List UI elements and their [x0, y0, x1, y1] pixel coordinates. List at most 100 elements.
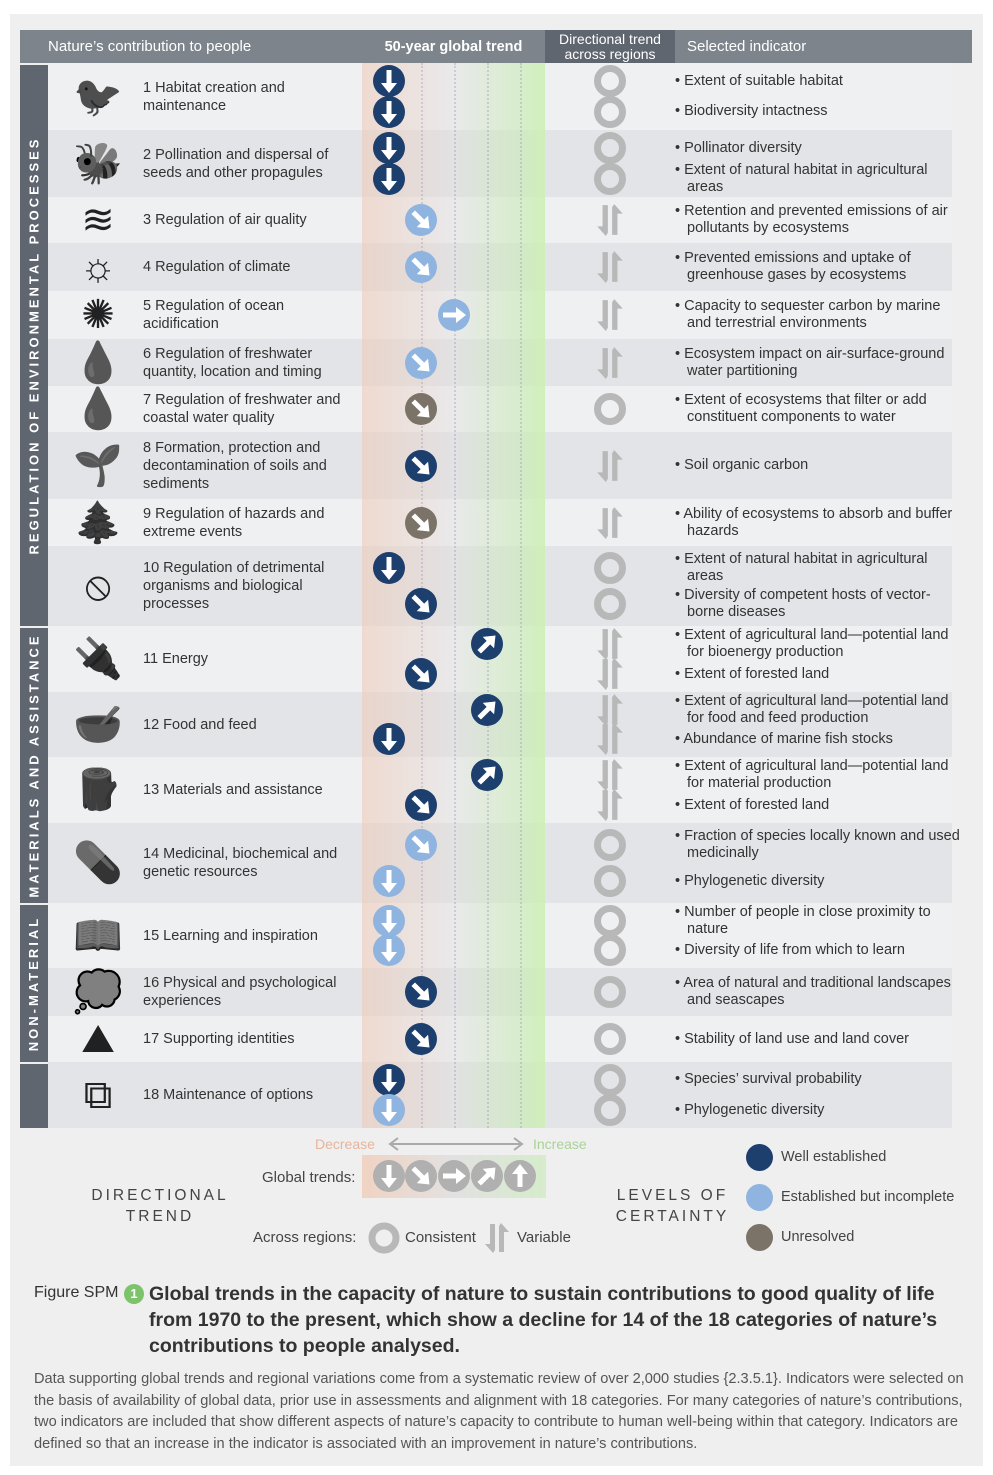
- contribution-label: 3 Regulation of air quality: [143, 212, 307, 228]
- contribution-label: 11 Energy: [143, 651, 209, 667]
- indicator-text: • Extent of forested land: [675, 796, 830, 813]
- figure-label: Figure SPM: [34, 1284, 119, 1301]
- legend-arrow-increase-icon: [504, 1160, 536, 1192]
- contribution-label: 4 Regulation of climate: [143, 259, 291, 275]
- figure-description: Data supporting global trends and region…: [34, 1371, 964, 1452]
- consistent-ring-icon: [593, 131, 627, 165]
- indicator-text: • Pollinator diversity: [675, 139, 802, 156]
- category-options: [20, 1062, 48, 1128]
- indicator-text: • Species’ survival probability: [675, 1071, 862, 1088]
- trend-arrow-slight-decrease-icon: [405, 506, 437, 539]
- contribution-label: 18 Maintenance of options: [143, 1087, 314, 1103]
- contribution-label: 10 Regulation of detrimental organisms a…: [143, 560, 325, 612]
- trend-arrow-slight-decrease-icon: [405, 346, 437, 379]
- variable-arrows-icon: [593, 758, 627, 792]
- forest-fire-icon: 🌲: [73, 500, 123, 545]
- indicator-text: • Number of people in close proximity to…: [675, 903, 931, 937]
- consistent-ring-icon: [593, 392, 627, 426]
- figure-title: Global trends in the capacity of nature …: [149, 1283, 938, 1357]
- indicator-text: • Extent of suitable habitat: [675, 72, 843, 89]
- variable-arrows-icon: [593, 298, 627, 332]
- contribution-label: 12 Food and feed: [143, 716, 257, 733]
- legend-well-established: Well established: [781, 1149, 887, 1165]
- indicator-text: • Extent of agricultural land—potential …: [675, 757, 949, 791]
- indicator-text: • Phylogenetic diversity: [675, 872, 825, 889]
- indicator-text: • Capacity to sequester carbon by marine…: [675, 298, 941, 331]
- water-drops-icon: 💧: [73, 340, 123, 385]
- variable-arrows-icon: [593, 788, 627, 822]
- legend-across-regions: Across regions:: [253, 1229, 357, 1246]
- indicator-text: • Extent of forested land: [675, 665, 830, 682]
- consistent-ring-icon: [593, 64, 627, 98]
- variable-arrows-icon: [485, 1223, 509, 1253]
- indicator-text: • Extent of agricultural land—potential …: [675, 626, 949, 660]
- contribution-label: 14 Medicinal, biochemical and genetic re…: [143, 846, 338, 880]
- legend-variable: Variable: [517, 1229, 571, 1246]
- variable-arrows-icon: [593, 693, 627, 727]
- variable-arrows-icon: [593, 449, 627, 483]
- trend-arrow-decrease-icon: [373, 95, 405, 128]
- trend-arrow-slight-increase-icon: [471, 758, 503, 791]
- category-non-material: NON-MATERIAL: [20, 903, 48, 1062]
- legend-arrow-decrease-icon: [373, 1160, 405, 1192]
- indicator-text: • Extent of natural habitat in agricultu…: [675, 550, 928, 584]
- header-contribution: Nature’s contribution to people: [20, 30, 362, 63]
- legend-established-incomplete: Established but incomplete: [781, 1189, 955, 1205]
- indicator-text: • Soil organic carbon: [675, 457, 809, 473]
- variable-arrows-icon: [593, 250, 627, 284]
- contribution-label: 1 Habitat creation and maintenance: [143, 79, 285, 114]
- contribution-label: 2 Pollination and dispersal of seeds and…: [143, 146, 329, 181]
- no-mosquito-icon: ⦸: [84, 564, 112, 608]
- consistent-ring-icon: [593, 975, 627, 1009]
- header-indicator: Selected indicator: [675, 30, 972, 63]
- consistent-ring-icon: [593, 95, 627, 129]
- plankton-icon: ✺: [81, 293, 115, 337]
- contribution-label: 5 Regulation of ocean acidification: [143, 298, 285, 332]
- trend-arrow-slight-decrease-icon: [405, 658, 437, 691]
- trend-arrow-slight-decrease-icon: [405, 204, 437, 236]
- legend-unresolved: Unresolved: [781, 1229, 855, 1245]
- contribution-label: 7 Regulation of freshwater and coastal w…: [143, 392, 341, 426]
- legend-levels-of-certainty: LEVELS OF CERTAINTY: [615, 1187, 730, 1225]
- consistent-ring-icon: [593, 1093, 627, 1127]
- contribution-label: 8 Formation, protection and decontaminat…: [143, 439, 327, 492]
- trend-arrow-decrease-icon: [373, 865, 405, 898]
- head-thought-icon: 💭: [73, 970, 123, 1014]
- legend-arrow-neutral-icon: [438, 1160, 470, 1192]
- soil-sprout-icon: 🌱: [73, 443, 123, 488]
- food-bowl-icon: 🥣: [73, 702, 123, 747]
- indicator-text: • Extent of ecosystems that filter or ad…: [675, 392, 927, 425]
- category-regulation: REGULATION OF ENVIRONMENTAL PROCESSES: [20, 63, 48, 626]
- trend-arrow-slight-decrease-icon: [405, 976, 437, 1008]
- figure-number-badge: 1: [124, 1284, 144, 1304]
- indicator-text: • Extent of agricultural land—potential …: [675, 692, 949, 726]
- variable-arrows-icon: [593, 203, 627, 237]
- trend-arrow-slight-increase-icon: [471, 627, 503, 660]
- contribution-label: 13 Materials and assistance: [143, 782, 323, 798]
- indicator-text: • Abundance of marine fish stocks: [675, 730, 893, 747]
- contribution-label: 16 Physical and psychological experience…: [143, 975, 337, 1009]
- legend-consistent: Consistent: [405, 1229, 476, 1246]
- trend-arrow-slight-decrease-icon: [405, 1023, 437, 1055]
- consistent-ring-icon: [593, 1063, 627, 1097]
- indicator-text: • Stability of land use and land cover: [675, 1030, 910, 1047]
- indicator-text: • Ecosystem impact on air-surface-ground…: [675, 345, 945, 379]
- established-incomplete-swatch: [746, 1184, 773, 1211]
- water-drop-icon: 💧: [73, 387, 123, 431]
- indicator-text: • Ability of ecosystems to absorb and bu…: [675, 505, 953, 539]
- trend-arrow-slight-decrease-icon: [405, 588, 437, 621]
- indicator-text: • Biodiversity intactness: [675, 103, 828, 120]
- consistent-ring-icon: [593, 933, 627, 967]
- indicator-text: • Diversity of competent hosts of vector…: [675, 587, 931, 621]
- legend-arrow-slight-increase-icon: [471, 1160, 503, 1192]
- trend-arrow-decrease-icon: [373, 904, 405, 937]
- consistent-ring-icon: [593, 904, 627, 938]
- contribution-label: 9 Regulation of hazards and extreme even…: [143, 505, 325, 540]
- variable-arrows-icon: [593, 506, 627, 540]
- variable-arrows-icon: [593, 657, 627, 691]
- trend-arrow-decrease-icon: [373, 723, 405, 756]
- contribution-label: 15 Learning and inspiration: [143, 927, 318, 944]
- landscape-icon: ⛰: [81, 1017, 115, 1061]
- consistent-ring-icon: [593, 551, 627, 585]
- trend-arrow-slight-decrease-icon: [405, 393, 437, 425]
